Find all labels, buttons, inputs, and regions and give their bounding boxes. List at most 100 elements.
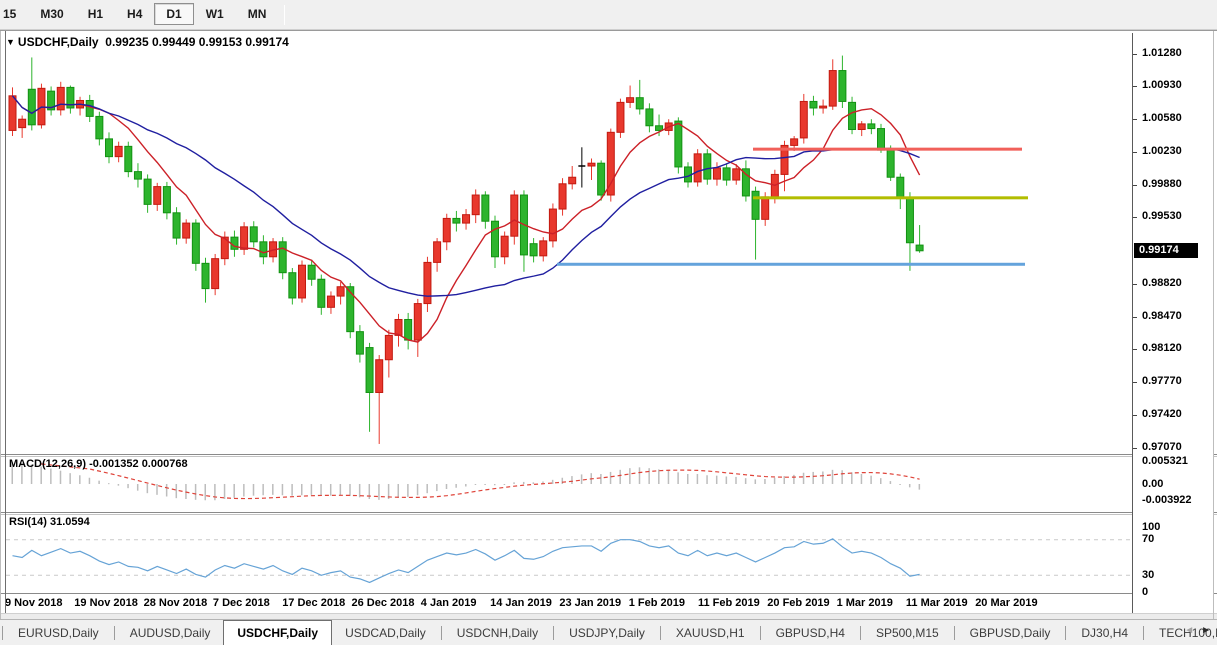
macd-chart <box>11 461 921 501</box>
panel-divider[interactable] <box>0 512 1217 513</box>
date-axis-label: 17 Dec 2018 <box>282 597 346 609</box>
tab-separator <box>1143 626 1145 640</box>
chart-window: ▼ USDCHF,Daily 0.99235 0.99449 0.99153 0.… <box>0 30 1217 623</box>
tab-separator <box>859 626 861 640</box>
plot-left-border <box>5 31 6 613</box>
time-axis[interactable]: 9 Nov 2018 19 Nov 2018 28 Nov 2018 7 Dec 20… <box>6 594 1132 613</box>
chart-tab-gbpusd[interactable]: GBPUSD,Daily <box>969 626 1051 640</box>
rsi-label: RSI(14) 31.0594 <box>9 516 90 528</box>
price-axis-label: 0.98120 <box>1142 342 1182 355</box>
timeframe-button-15[interactable]: 15 <box>3 7 17 21</box>
price-tick <box>1133 284 1137 285</box>
symbol-label: USDCHF,Daily <box>17 35 99 49</box>
chart-tab-xauusd[interactable]: XAUUSD,H1 <box>675 626 745 640</box>
tab-separator <box>953 626 955 640</box>
chart-bottom-border <box>0 593 1217 594</box>
price-axis-label: 1.00580 <box>1142 112 1182 125</box>
window-bottom-strip <box>0 613 1217 620</box>
window-left-edge <box>0 31 1 620</box>
macd-axis-label: -0.003922 <box>1142 493 1192 506</box>
chart-tab-usdchf[interactable]: USDCHF,Daily <box>223 620 333 645</box>
chart-tab-gbpusd[interactable]: GBPUSD,H4 <box>775 626 845 640</box>
price-axis-label: 1.00230 <box>1142 144 1182 157</box>
symbol-dropdown-icon[interactable]: ▼ <box>6 37 15 47</box>
tab-separator <box>553 626 555 640</box>
price-tick <box>1133 382 1137 383</box>
price-axis[interactable]: 1.01280 1.00930 1.00580 1.00230 0.99880 0.995… <box>1132 33 1214 623</box>
tab-separator <box>2 626 3 640</box>
timeframe-button-w1[interactable]: W1 <box>205 7 224 21</box>
panel-divider[interactable] <box>0 454 1217 455</box>
price-axis-label: 1.00930 <box>1142 79 1182 92</box>
price-axis-label: 0.99530 <box>1142 210 1182 223</box>
chart-tab-audusd[interactable]: AUDUSD,Daily <box>129 626 211 640</box>
price-tick <box>1133 415 1137 416</box>
date-axis-label: 7 Dec 2018 <box>212 597 270 609</box>
panel-divider-inner <box>0 514 1217 515</box>
price-tick <box>1133 86 1137 87</box>
chart-tab-sp500[interactable]: SP500,M15 <box>875 626 939 640</box>
tab-separator <box>659 626 661 640</box>
price-axis-label: 0.97420 <box>1142 407 1182 420</box>
level-olive[interactable] <box>753 196 1028 200</box>
tab-separator <box>440 626 442 640</box>
chart-tab-usdcnh[interactable]: USDCNH,Daily <box>456 626 539 640</box>
tab-scroll-left-icon[interactable]: ◄ <box>1184 625 1195 636</box>
chart-tab-eurusd[interactable]: EURUSD,Daily <box>18 626 99 640</box>
price-tick <box>1133 448 1137 449</box>
price-axis-label: 0.97070 <box>1142 440 1182 453</box>
rsi-axis-label: 100 <box>1142 521 1161 533</box>
rsi-axis-label: 70 <box>1142 533 1155 546</box>
macd-axis-label: 0.005321 <box>1142 455 1188 468</box>
price-axis-label: 0.98820 <box>1142 276 1182 289</box>
chart-tab-tech100[interactable]: TECH100,H1 <box>1159 626 1217 640</box>
tab-scroll-right-icon[interactable]: ► <box>1201 625 1211 636</box>
ohlc-quotes: 0.99235 0.99449 0.99153 0.99174 <box>105 35 289 49</box>
candlestick-chart[interactable] <box>6 33 1132 454</box>
price-axis-label: 0.97770 <box>1142 375 1182 388</box>
window-right-edge <box>1213 31 1214 620</box>
rsi-indicator-panel[interactable]: RSI(14) 31.0594 <box>6 515 1132 593</box>
chart-tab-usdcad[interactable]: USDCAD,Daily <box>345 626 426 640</box>
resistance-red[interactable] <box>753 147 1022 151</box>
main-price-plot[interactable] <box>6 33 1132 454</box>
price-axis-label: 0.99880 <box>1142 177 1182 190</box>
timeframe-button-d1[interactable]: D1 <box>154 3 194 25</box>
price-tick <box>1133 317 1137 318</box>
macd-indicator-panel[interactable]: MACD(12,26,9) -0.001352 0.000768 <box>6 457 1132 512</box>
current-price-tag: 0.99174 <box>1134 243 1198 259</box>
date-axis-label: 1 Feb 2019 <box>628 597 685 609</box>
date-axis-label: 1 Mar 2019 <box>836 597 893 609</box>
timeframe-button-h1[interactable]: H1 <box>87 7 104 21</box>
chart-tab-bar: EURUSD,Daily AUDUSD,Daily USDCHF,Daily USDC… <box>0 619 1217 645</box>
price-tick <box>1133 185 1137 186</box>
chart-title: ▼ USDCHF,Daily 0.99235 0.99449 0.99153 0.… <box>6 35 289 49</box>
timeframe-button-h4[interactable]: H4 <box>127 7 143 21</box>
macd-axis-label: 0.00 <box>1142 477 1164 490</box>
rsi-chart <box>6 538 1132 584</box>
tab-scroll-buttons: ◄ ► <box>1184 625 1211 636</box>
date-axis-label: 11 Mar 2019 <box>905 597 968 609</box>
tab-separator <box>759 626 761 640</box>
rsi-axis-label: 30 <box>1142 568 1155 581</box>
date-axis-label: 4 Jan 2019 <box>420 597 477 609</box>
chart-tab-usdjpy[interactable]: USDJPY,Daily <box>569 626 645 640</box>
macd-label: MACD(12,26,9) -0.001352 0.000768 <box>9 458 188 470</box>
date-axis-label: 14 Jan 2019 <box>490 597 552 609</box>
timeframe-button-mn[interactable]: MN <box>247 7 267 21</box>
chart-tab-dj30[interactable]: DJ30,H4 <box>1081 626 1129 640</box>
toolbar-separator <box>284 5 286 25</box>
timeframe-button-m30[interactable]: M30 <box>40 7 64 21</box>
date-axis-label: 11 Feb 2019 <box>698 597 760 609</box>
price-tick <box>1133 119 1137 120</box>
tab-separator <box>113 626 115 640</box>
rsi-axis-label: 0 <box>1142 586 1149 598</box>
date-axis-label: 20 Feb 2019 <box>767 597 830 609</box>
date-axis-label: 28 Nov 2018 <box>143 597 208 609</box>
date-axis-label: 20 Mar 2019 <box>975 597 1038 609</box>
date-axis-label: 23 Jan 2019 <box>559 597 622 609</box>
price-tick <box>1133 217 1137 218</box>
price-tick <box>1133 54 1137 55</box>
support-blue[interactable] <box>557 262 1025 266</box>
date-axis-label: 9 Nov 2018 <box>6 597 63 609</box>
